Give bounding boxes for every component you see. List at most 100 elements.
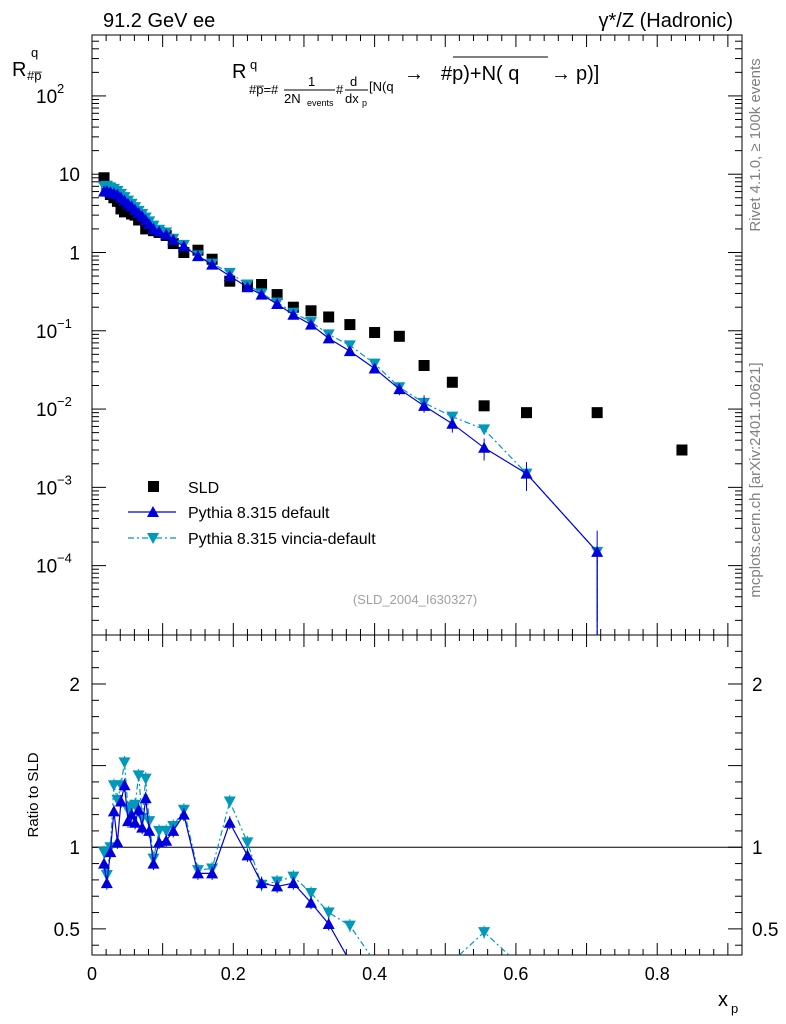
default-main-point — [191, 250, 204, 262]
vincia-main-point — [478, 424, 491, 436]
formula-frac2-num: d — [350, 74, 357, 89]
formula-bracket: [N(q — [369, 79, 394, 94]
header-left: 91.2 GeV ee — [103, 10, 215, 32]
ratio-y-tick-label: 1 — [69, 838, 80, 859]
xlabel-x: x — [718, 989, 728, 1011]
formula-frac2-den-sub: p — [362, 98, 367, 108]
ylabel-R: R — [12, 59, 26, 81]
sld-point — [323, 311, 335, 323]
x-axis-label: x p — [718, 989, 738, 1016]
ratio-y-tick-label-right: 2 — [752, 675, 763, 696]
sld-point — [478, 400, 490, 412]
formula-frac1-num: 1 — [308, 74, 315, 89]
y-tick-label: 10 −3 — [36, 472, 72, 499]
y-tick-label: 10 — [59, 165, 80, 186]
y-axis-label-top: R q #p̅ — [12, 45, 42, 83]
sld-point — [393, 330, 405, 342]
sld-point — [271, 289, 283, 301]
y-axis-label-ratio: Ratio to SLD — [25, 752, 42, 837]
x-tick-label: 0.8 — [645, 964, 670, 984]
default-main-point — [305, 318, 318, 330]
y-tick-label-exponent: −4 — [57, 551, 72, 566]
ratio-y-tick-label: 0.5 — [54, 920, 80, 941]
xlabel-sub: p — [731, 1001, 738, 1016]
ratio-y-tick-label-right: 0.5 — [752, 920, 778, 941]
y-tick-label-base: 10 — [36, 400, 57, 421]
legend-label-default: Pythia 8.315 default — [188, 505, 330, 522]
formula-R: R — [232, 61, 246, 83]
x-tick-label: 0 — [87, 964, 97, 984]
default-ratio-line — [103, 785, 347, 955]
sld-point — [418, 360, 430, 372]
sld-point — [344, 319, 356, 331]
main-plot-marks — [98, 172, 688, 635]
formula-arrow-2: → — [551, 63, 571, 85]
y-tick-label-exponent: −2 — [57, 394, 72, 409]
y-tick-label: 10 −2 — [36, 394, 72, 421]
sld-point — [521, 407, 533, 419]
y-tick-label-base: 10 — [36, 322, 57, 343]
ratio-plot-frame — [91, 634, 743, 956]
legend-label-vincia: Pythia 8.315 vincia-default — [188, 531, 376, 548]
default-main-point — [153, 225, 166, 237]
default-main-point — [167, 233, 180, 245]
ratio-plot-marks — [98, 755, 510, 955]
header-right: γ*/Z (Hadronic) — [599, 10, 733, 32]
default-main-point — [271, 297, 284, 309]
formula-hash: # — [336, 82, 344, 97]
formula-frac2-den: dx — [345, 91, 359, 106]
formula-arrow-1: → — [404, 63, 424, 85]
ratio-y-tick-label: 2 — [69, 675, 80, 696]
default-main-point — [177, 240, 190, 252]
sld-point — [224, 275, 236, 287]
sld-point — [446, 376, 458, 388]
vincia-ratio-line — [103, 762, 510, 955]
x-tick-label: 0.2 — [221, 964, 246, 984]
sld-point — [98, 172, 110, 184]
x-tick-label: 0.6 — [503, 964, 528, 984]
default-main-point — [287, 308, 300, 320]
analysis-watermark: (SLD_2004_I630327) — [353, 592, 477, 607]
y-tick-label-exponent: −1 — [57, 316, 72, 331]
default-main-point — [255, 288, 268, 300]
y-tick-label-base: 10 — [36, 557, 57, 578]
default-main-point — [368, 362, 381, 374]
ratio-y-tick-label-right: 1 — [752, 838, 763, 859]
default-main-point — [322, 332, 335, 344]
sld-point — [369, 327, 381, 339]
y-tick-label: 10 −1 — [36, 316, 72, 343]
formula-sup: q — [250, 57, 257, 72]
formula: R q #p̅=# 1 2N events # d dx p [N(q → #p… — [232, 56, 599, 108]
sld-point — [676, 444, 688, 456]
y-tick-label-base: 10 — [36, 478, 57, 499]
formula-frac1-den: 2N — [284, 91, 301, 106]
default-main-point — [223, 270, 236, 282]
y-tick-label: 1 — [69, 243, 80, 264]
formula-sub: #p̅=# — [249, 82, 279, 97]
ylabel-sup: q — [31, 45, 38, 60]
sld-point — [178, 246, 190, 258]
y-tick-label-exponent: −3 — [57, 472, 72, 487]
sld-point — [305, 305, 317, 317]
legend-marker-sld — [148, 481, 159, 492]
legend-marker-vincia — [147, 533, 159, 544]
sld-point — [256, 279, 268, 291]
x-tick-label: 0.4 — [362, 964, 387, 984]
ratio-axes: 0 0.2 0.4 0.6 0.8 0.5 0.5 1 1 2 2 — [54, 635, 778, 984]
y-tick-label: 10 2 — [36, 81, 64, 108]
ylabel-sub: #p̅ — [27, 68, 42, 83]
sld-point — [287, 301, 299, 313]
formula-mid: #p)+N( q — [441, 63, 519, 85]
formula-frac1-den-sub: events — [307, 98, 334, 108]
legend: SLD Pythia 8.315 default Pythia 8.315 vi… — [128, 480, 376, 548]
legend-label-sld: SLD — [188, 480, 219, 497]
legend-marker-default — [147, 506, 159, 517]
default-main-point — [160, 228, 173, 240]
mcplots-source-label: mcplots.cern.ch [arXiv:2401.10621] — [747, 362, 764, 597]
default-main-point — [241, 281, 254, 293]
default-main-point — [343, 345, 356, 357]
formula-end: p)] — [576, 63, 599, 85]
